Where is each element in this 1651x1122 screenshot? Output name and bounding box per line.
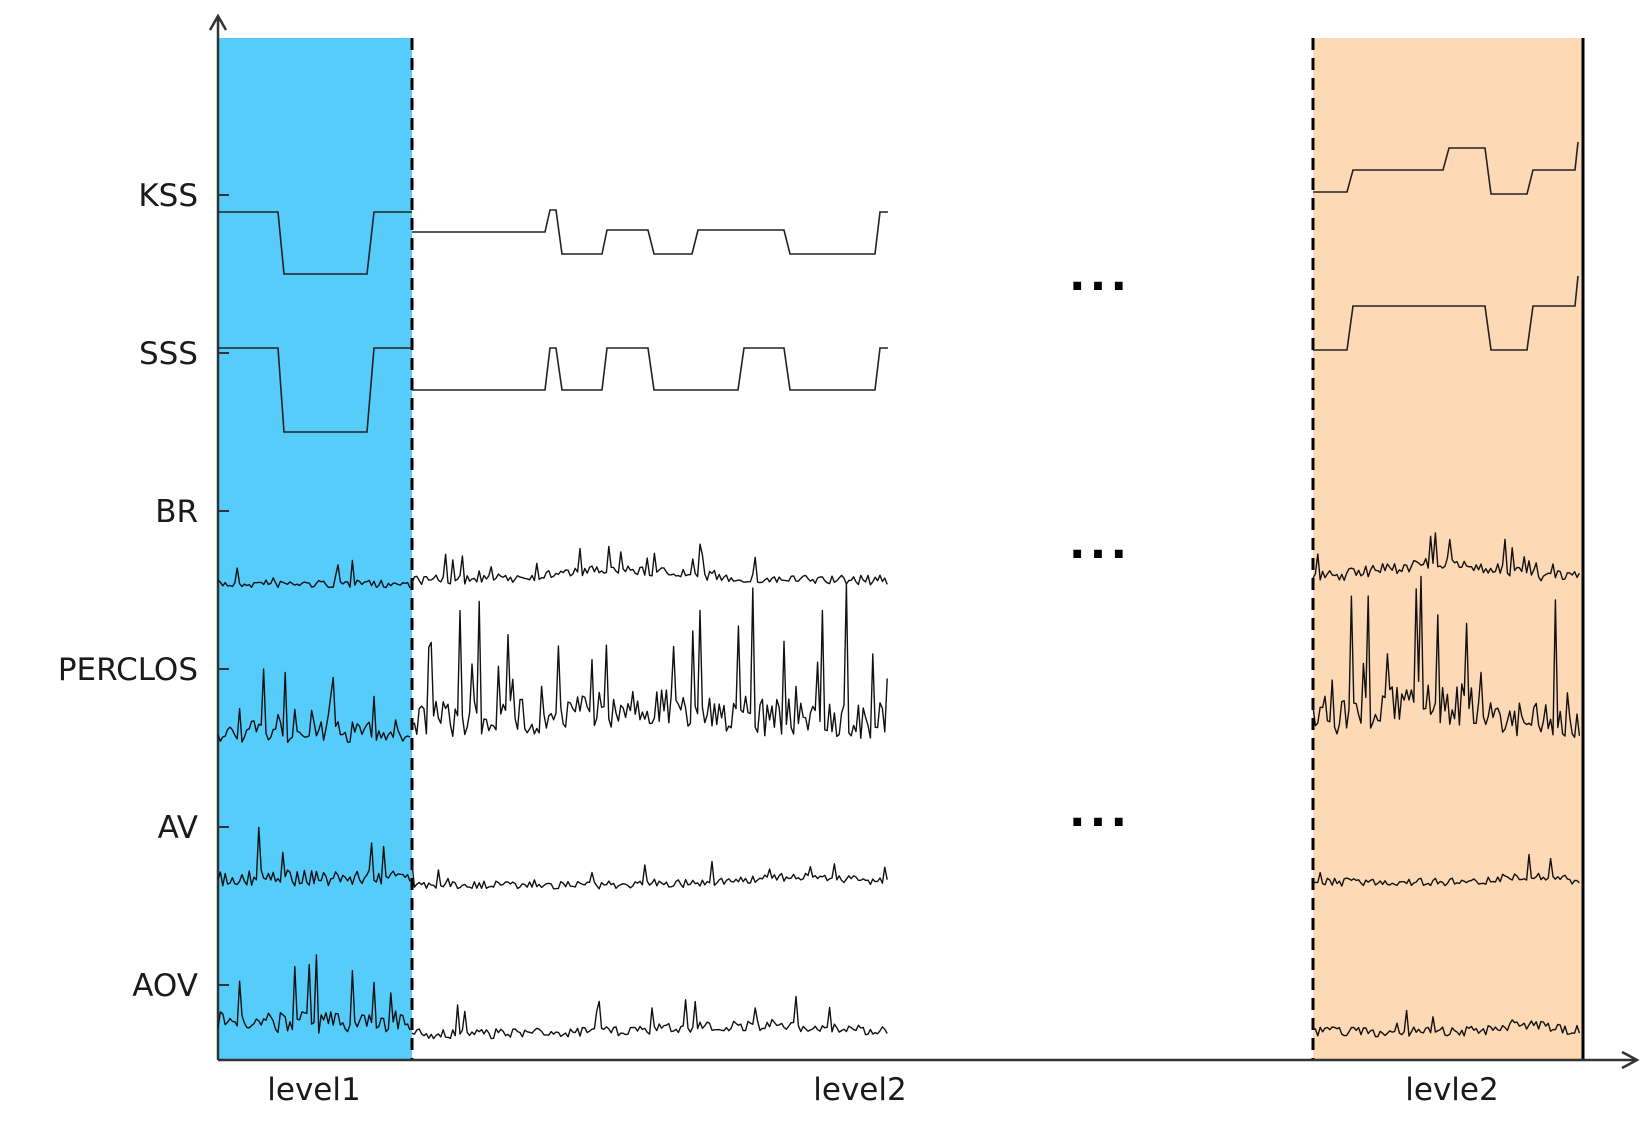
sss-trace-levle2 bbox=[1313, 275, 1579, 351]
br-trace-levle2 bbox=[1312, 532, 1581, 582]
row-label-av: AV bbox=[158, 810, 198, 846]
kss-trace-level1 bbox=[218, 211, 412, 275]
row-label-kss: KSS bbox=[138, 178, 198, 214]
signal-traces bbox=[217, 532, 1581, 1040]
av-trace-level2 bbox=[411, 860, 888, 890]
ellipsis-eye-rows: ... bbox=[1069, 786, 1131, 837]
perclos-trace-level2 bbox=[411, 583, 888, 739]
perclos-trace-level1 bbox=[217, 668, 411, 743]
row-label-perclos: PERCLOS bbox=[58, 652, 198, 688]
ellipsis-step-rows: ... bbox=[1069, 250, 1131, 301]
row-label-br: BR bbox=[155, 494, 198, 530]
perclos-trace-levle2 bbox=[1312, 575, 1581, 738]
aov-trace-level2 bbox=[411, 995, 888, 1040]
br-trace-level2 bbox=[411, 543, 888, 586]
section-label-levle2: levle2 bbox=[1405, 1072, 1498, 1108]
section-label-level1: level1 bbox=[267, 1072, 360, 1108]
aov-trace-level1 bbox=[217, 954, 411, 1034]
x-axis-arrowhead bbox=[1621, 1050, 1640, 1070]
row-label-aov: AOV bbox=[132, 968, 198, 1004]
kss-trace-levle2 bbox=[1313, 141, 1579, 195]
row-label-sss: SSS bbox=[139, 336, 198, 372]
aov-trace-levle2 bbox=[1312, 1009, 1581, 1038]
level1-band bbox=[218, 38, 412, 1060]
y-axis-arrowhead bbox=[208, 13, 228, 31]
br-trace-level1 bbox=[217, 559, 411, 589]
ellipsis-signal-rows: ... bbox=[1069, 518, 1131, 569]
sss-trace-level1 bbox=[218, 347, 412, 433]
section-label-level2: level2 bbox=[813, 1072, 906, 1108]
sss-trace-level2 bbox=[412, 347, 888, 391]
av-trace-level1 bbox=[217, 826, 411, 887]
av-trace-levle2 bbox=[1312, 853, 1580, 887]
kss-trace-level2 bbox=[412, 209, 888, 255]
